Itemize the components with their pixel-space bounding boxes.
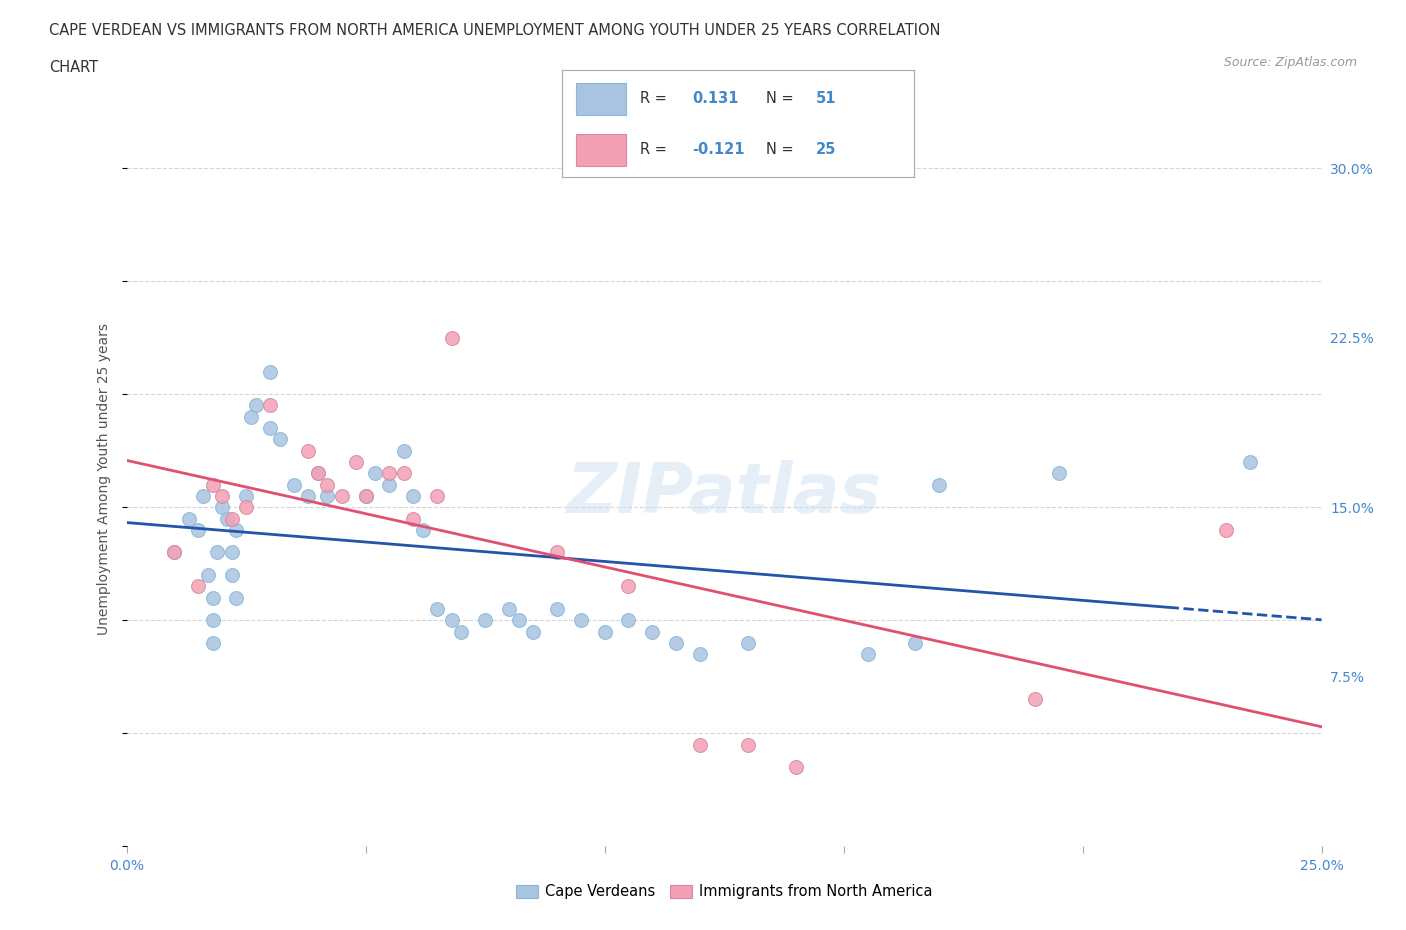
Point xyxy=(378,477,401,492)
Point xyxy=(546,602,568,617)
Text: CHART: CHART xyxy=(49,60,98,75)
Text: -0.121: -0.121 xyxy=(692,142,745,157)
Text: 51: 51 xyxy=(815,91,837,106)
Point xyxy=(191,488,214,503)
Text: ZIPatlas: ZIPatlas xyxy=(567,460,882,527)
Point xyxy=(177,512,200,526)
Point xyxy=(378,466,401,481)
Point xyxy=(440,330,463,345)
Point xyxy=(402,512,425,526)
Text: N =: N = xyxy=(766,142,794,157)
Point xyxy=(225,591,247,605)
Point xyxy=(207,545,229,560)
Y-axis label: Unemployment Among Youth under 25 years: Unemployment Among Youth under 25 years xyxy=(97,323,111,635)
Point xyxy=(737,737,759,752)
Point xyxy=(508,613,530,628)
Point xyxy=(307,466,329,481)
Point xyxy=(297,488,319,503)
Point xyxy=(785,760,807,775)
Point xyxy=(163,545,186,560)
Point xyxy=(1239,455,1261,470)
Point xyxy=(316,477,339,492)
Point xyxy=(474,613,496,628)
Point xyxy=(316,488,339,503)
Bar xyxy=(576,83,626,114)
Point xyxy=(392,466,415,481)
Point xyxy=(1024,692,1046,707)
Text: R =: R = xyxy=(640,142,666,157)
Point xyxy=(641,624,664,639)
Point xyxy=(440,613,463,628)
Point xyxy=(354,488,377,503)
Point xyxy=(364,466,387,481)
Point xyxy=(737,635,759,650)
Point xyxy=(593,624,616,639)
Point xyxy=(392,444,415,458)
Point xyxy=(498,602,520,617)
Point xyxy=(187,578,209,593)
Point xyxy=(297,444,319,458)
Point xyxy=(201,591,224,605)
Point xyxy=(402,488,425,503)
Point xyxy=(211,488,233,503)
Point xyxy=(187,523,209,538)
Point xyxy=(426,488,449,503)
Point xyxy=(221,567,243,582)
Text: CAPE VERDEAN VS IMMIGRANTS FROM NORTH AMERICA UNEMPLOYMENT AMONG YOUTH UNDER 25 : CAPE VERDEAN VS IMMIGRANTS FROM NORTH AM… xyxy=(49,23,941,38)
Point xyxy=(522,624,544,639)
Point xyxy=(330,488,353,503)
Point xyxy=(344,455,367,470)
Point xyxy=(546,545,568,560)
Point xyxy=(235,499,257,514)
Point xyxy=(904,635,927,650)
Point xyxy=(221,545,243,560)
Point xyxy=(221,512,243,526)
Text: R =: R = xyxy=(640,91,666,106)
Point xyxy=(307,466,329,481)
Point xyxy=(259,398,281,413)
Point xyxy=(215,512,238,526)
Legend: Cape Verdeans, Immigrants from North America: Cape Verdeans, Immigrants from North Ame… xyxy=(510,879,938,905)
Point xyxy=(689,737,711,752)
Point xyxy=(211,499,233,514)
Point xyxy=(201,477,224,492)
Point xyxy=(245,398,267,413)
Point xyxy=(259,365,281,379)
Point xyxy=(689,646,711,661)
Bar xyxy=(576,134,626,166)
Point xyxy=(163,545,186,560)
Point xyxy=(450,624,472,639)
Point xyxy=(928,477,950,492)
Text: Source: ZipAtlas.com: Source: ZipAtlas.com xyxy=(1223,56,1357,69)
Point xyxy=(354,488,377,503)
Point xyxy=(617,578,640,593)
Text: 25: 25 xyxy=(815,142,835,157)
Point xyxy=(259,420,281,435)
Point xyxy=(201,613,224,628)
Point xyxy=(269,432,291,446)
Point xyxy=(197,567,219,582)
Point xyxy=(1215,523,1237,538)
Point xyxy=(665,635,688,650)
Point xyxy=(1047,466,1070,481)
Point xyxy=(239,409,262,424)
Point xyxy=(856,646,879,661)
Point xyxy=(617,613,640,628)
Point xyxy=(283,477,305,492)
Point xyxy=(235,488,257,503)
Point xyxy=(201,635,224,650)
Point xyxy=(569,613,592,628)
Point xyxy=(225,523,247,538)
Text: 0.131: 0.131 xyxy=(692,91,740,106)
Point xyxy=(426,602,449,617)
Point xyxy=(412,523,434,538)
Text: N =: N = xyxy=(766,91,794,106)
